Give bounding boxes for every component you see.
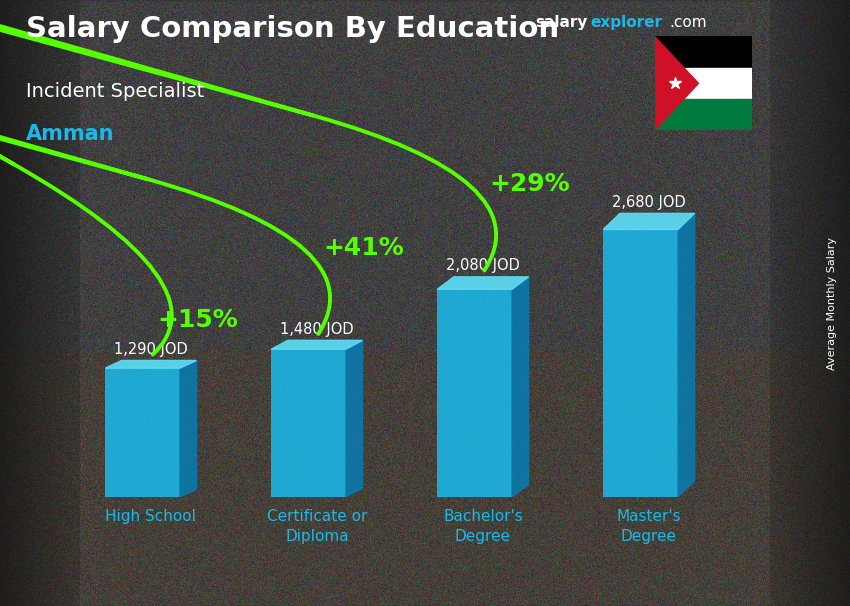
Bar (437, 289, 512, 497)
Bar (654, 36, 752, 68)
Text: salary: salary (536, 15, 588, 30)
Text: .com: .com (670, 15, 707, 30)
Bar (654, 99, 752, 130)
Polygon shape (604, 213, 694, 230)
Text: Bachelor's
Degree: Bachelor's Degree (443, 509, 523, 544)
Text: Incident Specialist: Incident Specialist (26, 82, 204, 101)
Text: Salary Comparison By Education: Salary Comparison By Education (26, 15, 558, 43)
Polygon shape (180, 361, 196, 497)
Bar (654, 68, 752, 99)
Text: Master's
Degree: Master's Degree (616, 509, 682, 544)
Text: +41%: +41% (323, 236, 404, 260)
Polygon shape (512, 277, 529, 497)
Text: +29%: +29% (489, 172, 570, 196)
Polygon shape (346, 341, 363, 497)
Polygon shape (105, 361, 196, 368)
Text: 2,080 JOD: 2,080 JOD (446, 258, 520, 273)
Bar (105, 368, 180, 497)
Text: explorer: explorer (591, 15, 663, 30)
Bar (271, 349, 346, 497)
Polygon shape (271, 341, 363, 349)
Text: +15%: +15% (157, 308, 238, 333)
Text: 1,480 JOD: 1,480 JOD (280, 322, 354, 337)
Text: Amman: Amman (26, 124, 114, 144)
Polygon shape (678, 213, 694, 497)
Bar (604, 230, 678, 497)
Polygon shape (654, 36, 699, 130)
Text: Average Monthly Salary: Average Monthly Salary (827, 236, 837, 370)
Text: Certificate or
Diploma: Certificate or Diploma (267, 509, 367, 544)
Text: High School: High School (105, 509, 196, 524)
Polygon shape (437, 277, 529, 289)
Text: 1,290 JOD: 1,290 JOD (114, 342, 188, 357)
Text: 2,680 JOD: 2,680 JOD (612, 195, 686, 210)
